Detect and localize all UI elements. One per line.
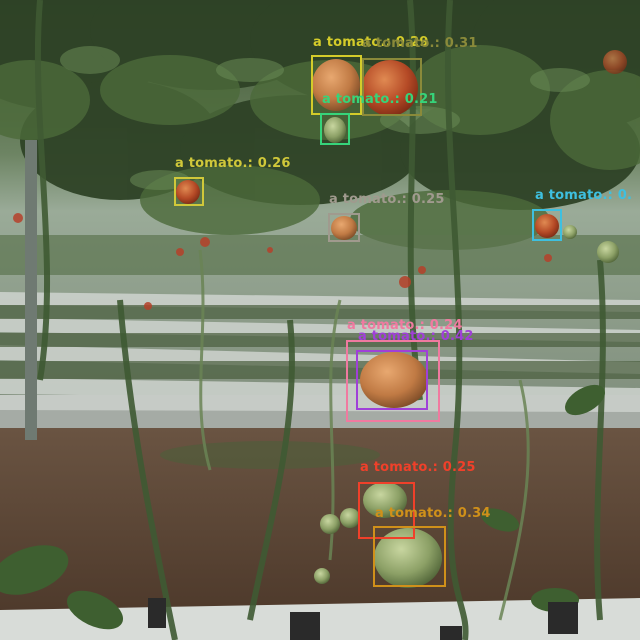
detection-label-2: a tomato.: 0.31 <box>362 36 478 51</box>
detection-box-5 <box>328 213 360 242</box>
detection-label-1: a tomato.: 0.29 <box>313 35 429 50</box>
detection-box-8 <box>356 350 428 410</box>
detection-box-10 <box>373 526 446 587</box>
detection-box-3 <box>320 113 350 145</box>
detection-box-7 <box>346 340 440 422</box>
detection-label-10: a tomato.: 0.34 <box>375 506 491 521</box>
detection-label-4: a tomato.: 0.26 <box>175 156 291 171</box>
detection-label-3: a tomato.: 0.21 <box>322 92 438 107</box>
detection-box-4 <box>174 177 204 206</box>
detection-label-9: a tomato.: 0.25 <box>360 460 476 475</box>
detection-box-6 <box>532 209 562 241</box>
detection-label-5: a tomato.: 0.25 <box>329 192 445 207</box>
detection-label-8: a tomato.: 0.42 <box>358 329 474 344</box>
detection-box-2 <box>362 58 422 116</box>
detection-label-7: a tomato.: 0.24 <box>347 318 463 333</box>
detection-label-6: a tomato.: 0. <box>535 188 633 203</box>
detection-box-9 <box>358 482 415 539</box>
